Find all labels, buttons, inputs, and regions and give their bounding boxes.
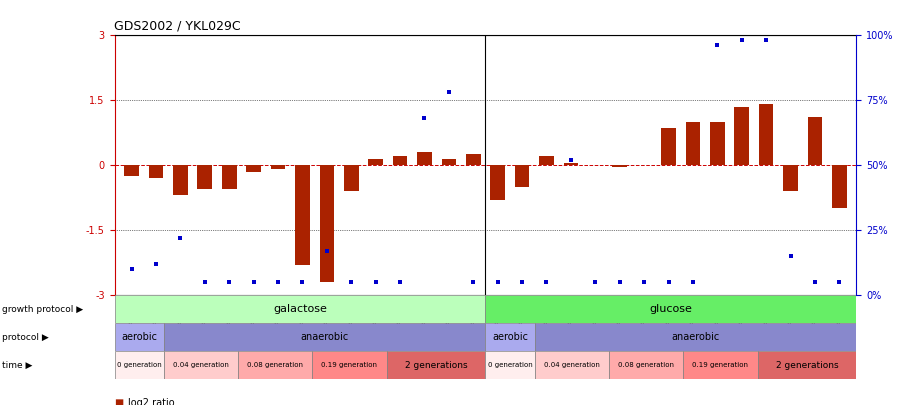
Bar [295, 165, 310, 264]
Bar [442, 158, 456, 165]
Bar [125, 165, 139, 176]
Bar [613, 165, 627, 167]
Bar [783, 165, 798, 191]
Text: glucose: glucose [649, 304, 692, 314]
Bar [515, 165, 529, 187]
Text: galactose: galactose [273, 304, 327, 314]
Bar [485, 295, 856, 323]
Bar [198, 165, 213, 189]
Text: protocol ▶: protocol ▶ [2, 333, 49, 341]
Bar [758, 351, 856, 379]
Text: 0 generation: 0 generation [117, 362, 161, 368]
Text: 0 generation: 0 generation [488, 362, 532, 368]
Bar [164, 323, 485, 351]
Text: aerobic: aerobic [121, 332, 158, 342]
Bar [832, 165, 846, 208]
Bar [683, 351, 758, 379]
Bar [312, 351, 387, 379]
Text: ■: ■ [114, 398, 124, 405]
Text: 0.19 generation: 0.19 generation [322, 362, 377, 368]
Text: 0.04 generation: 0.04 generation [173, 362, 229, 368]
Bar [535, 351, 609, 379]
Bar [148, 165, 163, 178]
Bar [466, 154, 481, 165]
Text: 2 generations: 2 generations [405, 360, 467, 369]
Text: time ▶: time ▶ [2, 360, 32, 369]
Text: 0.04 generation: 0.04 generation [544, 362, 600, 368]
Bar [222, 165, 236, 189]
Bar [173, 165, 188, 195]
Bar [535, 323, 856, 351]
Bar [808, 117, 823, 165]
Bar [540, 156, 554, 165]
Bar [271, 165, 286, 169]
Bar [387, 351, 485, 379]
Text: aerobic: aerobic [492, 332, 529, 342]
Bar [490, 165, 505, 200]
Bar [485, 323, 535, 351]
Bar [685, 122, 700, 165]
Text: growth protocol ▶: growth protocol ▶ [2, 305, 83, 313]
Text: 0.19 generation: 0.19 generation [692, 362, 748, 368]
Bar [710, 122, 725, 165]
Bar [320, 165, 334, 282]
Bar [485, 351, 535, 379]
Bar [164, 351, 238, 379]
Text: 0.08 generation: 0.08 generation [618, 362, 674, 368]
Bar [393, 156, 408, 165]
Text: log2 ratio: log2 ratio [128, 398, 175, 405]
Bar [114, 351, 164, 379]
Bar [563, 163, 578, 165]
Text: 0.08 generation: 0.08 generation [247, 362, 303, 368]
Bar [609, 351, 683, 379]
Bar [368, 158, 383, 165]
Bar [344, 165, 358, 191]
Bar [238, 351, 312, 379]
Bar [246, 165, 261, 171]
Text: anaerobic: anaerobic [300, 332, 349, 342]
Bar [735, 107, 749, 165]
Text: GDS2002 / YKL029C: GDS2002 / YKL029C [114, 19, 241, 32]
Bar [758, 104, 773, 165]
Bar [114, 295, 485, 323]
Bar [417, 152, 431, 165]
Bar [114, 323, 164, 351]
Text: 2 generations: 2 generations [776, 360, 838, 369]
Bar [661, 128, 676, 165]
Text: anaerobic: anaerobic [671, 332, 720, 342]
